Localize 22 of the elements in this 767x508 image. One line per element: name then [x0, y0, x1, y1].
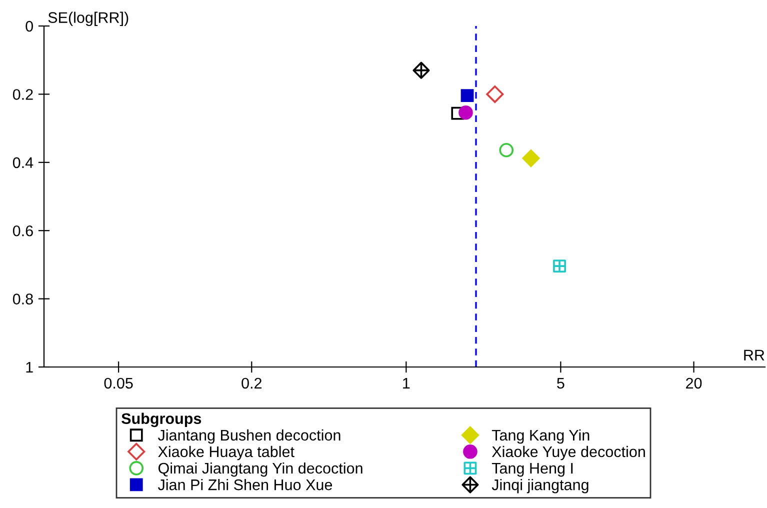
legend-label: Jinqi jiangtang [492, 478, 588, 494]
x-tick-label: 0.2 [242, 378, 262, 389]
legend-label: Tang Heng I [492, 463, 573, 477]
y-tick-label: 0.4 [12, 157, 34, 168]
x-tick-label: 0.05 [104, 378, 133, 389]
y-tick-label: 0.6 [12, 225, 33, 236]
x-tick-label: 20 [686, 378, 702, 389]
x-axis-title: RR [744, 350, 764, 360]
legend-label: Jiantang Bushen decoction [158, 429, 340, 444]
legend-label: Xiaoke Huaya tablet [158, 446, 294, 460]
legend-label: Jian Pi Zhi Shen Huo Xue [158, 478, 332, 490]
legend-label: Xiaoke Yuye decoction [492, 446, 645, 460]
x-tick-label: 1 [403, 378, 410, 388]
y-tick-label: 0.8 [12, 294, 33, 304]
legend-label: Qimai Jiangtang Yin decoction [158, 462, 362, 477]
x-tick-label: 5 [557, 378, 564, 389]
y-axis-title: SE(log[RR]) [48, 12, 128, 26]
y-tick-label: 1 [26, 362, 33, 373]
y-tick-label: 0 [26, 20, 33, 32]
y-tick-label: 0.2 [12, 89, 33, 100]
legend-label: Tang Kang Yin [492, 429, 590, 444]
legend-title: Subgroups [122, 412, 202, 428]
